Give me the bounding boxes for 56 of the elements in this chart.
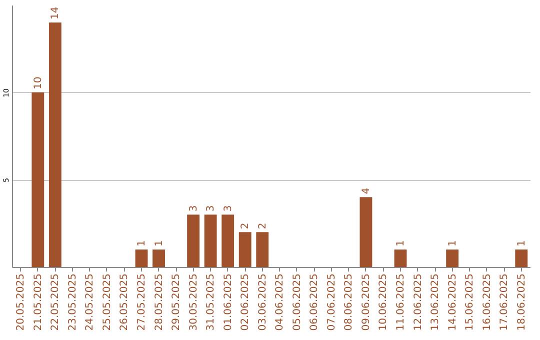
x-tick-label: 28.05.2025 — [154, 274, 165, 331]
data-label: 1 — [154, 240, 165, 247]
bar — [152, 250, 165, 267]
data-label: 1 — [136, 240, 148, 247]
x-tick-label: 13.06.2025 — [430, 274, 442, 331]
x-tick-label: 12.06.2025 — [412, 274, 424, 331]
data-label: 2 — [240, 222, 252, 230]
x-tick-label: 05.06.2025 — [292, 274, 303, 331]
bar — [222, 214, 234, 267]
x-tick-label: 24.05.2025 — [84, 274, 96, 331]
bar — [515, 250, 528, 267]
x-tick-label: 10.06.2025 — [378, 274, 390, 331]
data-label: 3 — [188, 205, 200, 212]
x-tick-label: 27.05.2025 — [136, 274, 148, 331]
x-tick-label: 03.06.2025 — [257, 274, 268, 331]
bar — [394, 250, 407, 267]
bar — [446, 250, 459, 267]
data-label: 4 — [360, 188, 372, 194]
bar — [187, 214, 200, 267]
x-tick-label: 26.05.2025 — [119, 274, 130, 331]
bar — [32, 92, 44, 267]
x-tick-label: 18.06.2025 — [516, 274, 528, 331]
data-label: 1 — [396, 240, 406, 247]
data-label: 3 — [206, 205, 217, 212]
bar — [360, 197, 372, 267]
data-label: 10 — [32, 76, 44, 90]
x-tick-label: 22.05.2025 — [50, 274, 62, 331]
x-tick-label: 07.06.2025 — [326, 274, 338, 331]
x-tick-label: 14.06.2025 — [447, 274, 458, 331]
x-tick-label: 09.06.2025 — [360, 274, 372, 331]
x-tick-label: 31.05.2025 — [206, 274, 217, 331]
x-tick-label: 01.06.2025 — [222, 274, 234, 331]
bar — [204, 214, 217, 267]
x-tick-label: 20.05.2025 — [16, 274, 27, 331]
bar — [48, 22, 62, 267]
bar — [238, 232, 252, 267]
x-tick-label: 04.06.2025 — [274, 274, 286, 331]
x-tick-label: 21.05.2025 — [32, 274, 44, 331]
x-tick-label: 11.06.2025 — [396, 274, 406, 331]
x-tick-label: 06.06.2025 — [309, 274, 320, 331]
data-label: 14 — [50, 6, 62, 20]
x-tick-label: 30.05.2025 — [188, 274, 200, 331]
x-tick-label: 29.05.2025 — [171, 274, 182, 331]
bar — [135, 250, 148, 267]
x-tick-label: 23.05.2025 — [67, 274, 78, 331]
bar — [256, 232, 269, 267]
x-tick-label: 08.06.2025 — [344, 274, 355, 331]
data-label: 3 — [222, 205, 234, 212]
x-tick-label: 25.05.2025 — [102, 274, 113, 331]
x-tick-label: 15.06.2025 — [464, 274, 476, 331]
data-label: 2 — [257, 222, 268, 230]
x-tick-label: 17.06.2025 — [499, 274, 510, 331]
x-tick-label: 02.06.2025 — [240, 274, 252, 331]
data-label: 1 — [447, 240, 458, 247]
x-tick-label: 16.06.2025 — [482, 274, 493, 331]
data-label: 1 — [516, 240, 528, 247]
